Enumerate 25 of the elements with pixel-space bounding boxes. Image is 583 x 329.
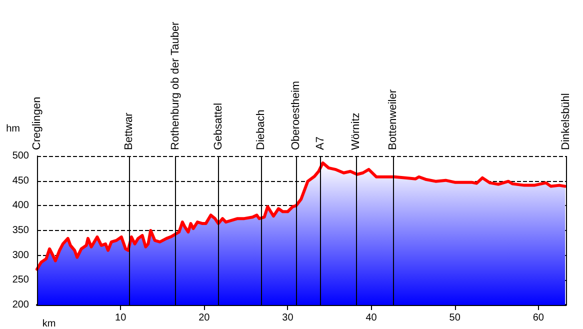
y-tick-label: 250 [12,274,30,286]
ref-line-label: A7 [314,136,326,150]
x-tick-label: 20 [198,312,210,324]
y-tick-label: 300 [12,250,30,261]
ref-line-label: Creglingen [31,96,43,150]
y-tick-label: 500 [12,150,30,162]
ref-line-label: Bottenweiler [387,89,400,150]
y-tick-label: 450 [12,175,30,186]
ref-line-label: Wörnitz [350,112,362,150]
y-axis-title: hm [6,124,20,134]
x-axis-title: km [42,318,56,329]
x-tick-label: 10 [115,312,127,324]
ref-line-label: Rothenburg ob der Tauber [170,21,182,150]
y-tick-label: 400 [12,200,30,212]
ref-line-label: Gebsattel [212,102,224,150]
y-tick-label: 350 [12,225,30,236]
ref-line-label: Oberoestheim [290,80,302,150]
x-tick-label: 60 [532,312,544,324]
ref-line-label: Dinkelsbühl [560,93,572,150]
y-tick-label: 200 [12,300,30,310]
x-tick-label: 40 [366,312,378,324]
ref-line-label: Diebach [254,110,267,150]
x-tick-label: 30 [282,312,294,324]
ref-line-label: Bettwar [122,112,135,150]
x-tick-label: 50 [449,312,461,324]
